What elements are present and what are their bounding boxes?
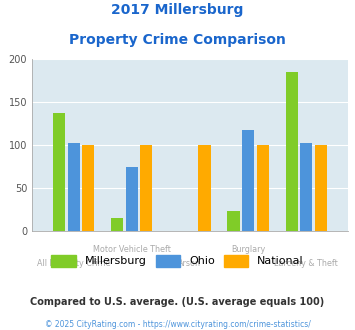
Bar xyxy=(198,145,211,231)
Bar xyxy=(242,130,254,231)
Text: All Property Crime: All Property Crime xyxy=(37,259,110,268)
Legend: Millersburg, Ohio, National: Millersburg, Ohio, National xyxy=(51,254,304,267)
Bar xyxy=(68,143,80,231)
Text: Motor Vehicle Theft: Motor Vehicle Theft xyxy=(93,245,171,254)
Text: Burglary: Burglary xyxy=(231,245,265,254)
Text: Larceny & Theft: Larceny & Theft xyxy=(274,259,338,268)
Bar xyxy=(111,218,123,231)
Bar xyxy=(315,145,327,231)
Bar xyxy=(53,113,65,231)
Text: 2017 Millersburg: 2017 Millersburg xyxy=(111,3,244,17)
Text: Compared to U.S. average. (U.S. average equals 100): Compared to U.S. average. (U.S. average … xyxy=(31,297,324,307)
Bar xyxy=(285,72,297,231)
Bar xyxy=(82,145,94,231)
Text: Arson: Arson xyxy=(179,259,201,268)
Bar xyxy=(126,167,138,231)
Bar xyxy=(228,211,240,231)
Bar xyxy=(300,143,312,231)
Text: Property Crime Comparison: Property Crime Comparison xyxy=(69,33,286,47)
Text: © 2025 CityRating.com - https://www.cityrating.com/crime-statistics/: © 2025 CityRating.com - https://www.city… xyxy=(45,320,310,329)
Bar xyxy=(257,145,269,231)
Bar xyxy=(140,145,152,231)
